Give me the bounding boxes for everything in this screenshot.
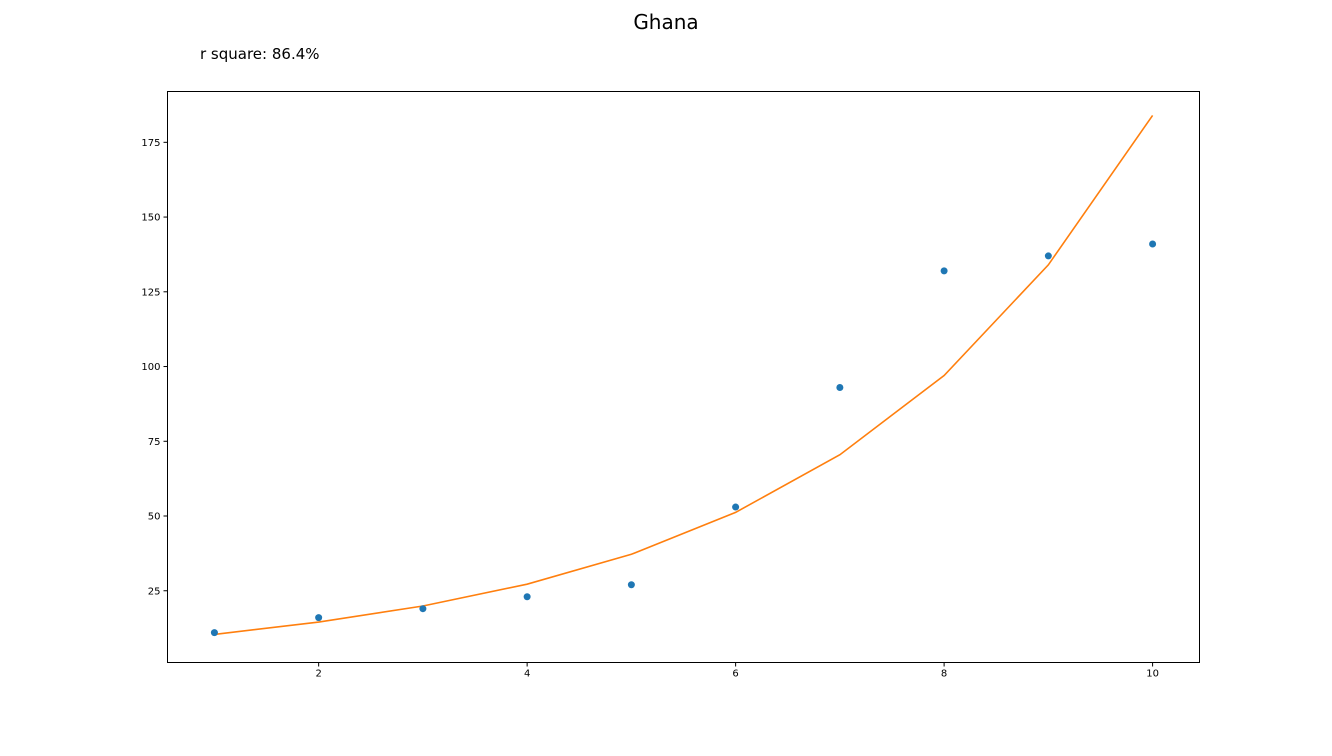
x-tick-label: 8 — [941, 669, 947, 680]
scatter-point — [210, 629, 218, 637]
chart-title: Ghana — [633, 10, 699, 34]
scatter-point — [627, 581, 635, 589]
fit-line-layer — [214, 114, 1154, 636]
scatter-point — [523, 593, 531, 601]
scatter-point — [315, 614, 323, 622]
r-square-label: r square: 86.4% — [200, 45, 320, 63]
x-tick-label: 2 — [315, 669, 321, 680]
scatter-point — [1149, 240, 1157, 248]
x-tick-label: 4 — [524, 669, 530, 680]
x-tick-label: 10 — [1146, 669, 1159, 680]
fit-line — [214, 114, 1154, 636]
y-tick-label: 75 — [148, 437, 161, 448]
y-tick-label: 100 — [141, 362, 160, 373]
scatter-points-layer — [210, 240, 1157, 637]
y-tick-label: 175 — [141, 138, 160, 149]
scatter-point — [940, 267, 948, 275]
y-tick-label: 150 — [141, 213, 160, 224]
y-axis-ticks: 25 50 75 100 125 150 175 — [141, 138, 168, 597]
x-axis-ticks: 2 4 6 8 10 — [315, 662, 1159, 680]
y-tick-label: 25 — [148, 586, 161, 597]
y-tick-label: 50 — [148, 512, 161, 523]
x-tick-label: 6 — [732, 669, 738, 680]
scatter-point — [732, 503, 740, 511]
y-tick-label: 125 — [141, 287, 160, 298]
scatter-point — [836, 383, 844, 391]
scatter-point — [1044, 252, 1052, 260]
plot-frame — [167, 91, 1200, 663]
scatter-point — [419, 605, 427, 613]
